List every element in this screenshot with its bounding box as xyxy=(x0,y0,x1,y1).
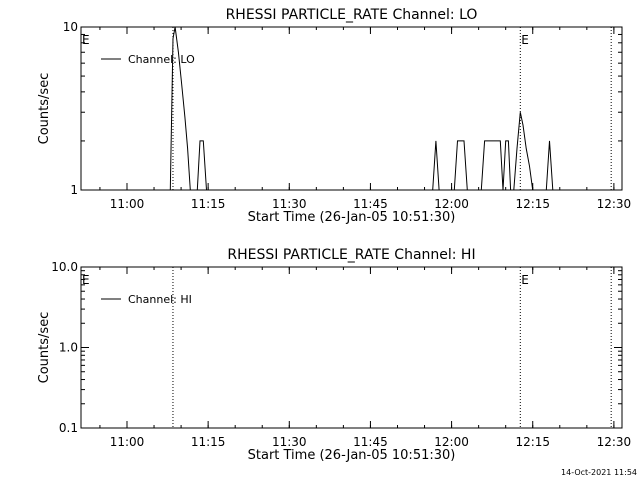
x-tick-label: 11:00 xyxy=(110,435,145,449)
x-tick-label: 11:15 xyxy=(191,197,226,211)
event-marker-label: E xyxy=(521,273,529,287)
chart-panel-2: RHESSI PARTICLE_RATE Channel: HI 11:00 11:… xyxy=(37,247,631,463)
x-axis-label: Start Time (26-Jan-05 10:51:30) xyxy=(248,448,456,463)
series-line xyxy=(81,26,622,191)
timestamp-label: 14-Oct-2021 11:54 xyxy=(561,468,637,477)
y-tick-label: 0.1 xyxy=(59,421,78,435)
event-marker-label: E xyxy=(82,273,90,287)
chart-panel-1: RHESSI PARTICLE_RATE Channel: LO 11:00 11:… xyxy=(37,7,631,225)
y-tick-label: 1.0 xyxy=(59,341,78,355)
x-tick-label: 11:00 xyxy=(110,197,145,211)
x-tick-label: 12:00 xyxy=(434,435,469,449)
x-tick-label: 11:30 xyxy=(272,435,307,449)
x-tick-label: 12:15 xyxy=(515,197,550,211)
chart-title: RHESSI PARTICLE_RATE Channel: LO xyxy=(226,7,478,23)
y-tick-label: 1 xyxy=(70,183,78,197)
x-tick-label: 11:30 xyxy=(272,197,307,211)
y-axis-label: Counts/sec xyxy=(37,73,52,145)
plot-frame xyxy=(80,26,623,191)
x-tick-label: 12:30 xyxy=(597,197,632,211)
x-tick-label: 12:30 xyxy=(597,435,632,449)
y-tick-label: 10.0 xyxy=(51,260,78,274)
legend-label: Channel: LO xyxy=(128,53,195,66)
x-tick-label: 12:00 xyxy=(434,197,469,211)
x-axis-label: Start Time (26-Jan-05 10:51:30) xyxy=(248,210,456,225)
event-marker-label: E xyxy=(521,33,529,47)
y-tick-label: 10 xyxy=(63,20,78,34)
x-tick-label: 11:45 xyxy=(353,197,388,211)
plot-frame xyxy=(80,266,623,429)
y-axis-label: Counts/sec xyxy=(37,312,52,384)
event-marker-label: E xyxy=(82,33,90,47)
x-tick-label: 12:15 xyxy=(515,435,550,449)
chart-title: RHESSI PARTICLE_RATE Channel: HI xyxy=(227,247,475,263)
x-tick-label: 11:45 xyxy=(353,435,388,449)
x-tick-label: 11:15 xyxy=(191,435,226,449)
legend-label: Channel: HI xyxy=(128,293,192,306)
